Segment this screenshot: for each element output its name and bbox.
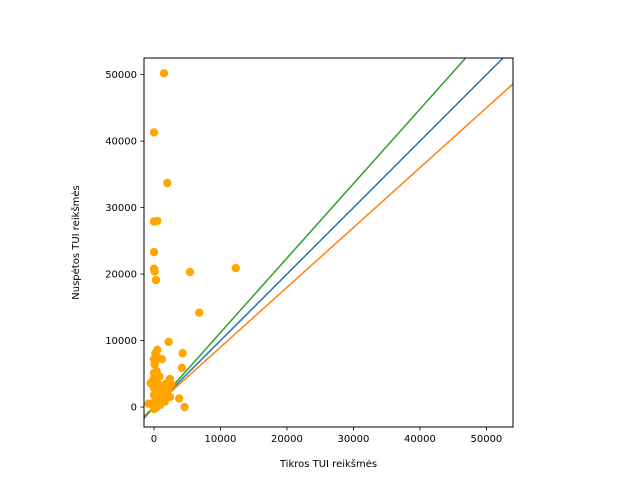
data-point	[153, 392, 162, 402]
x-tick-label: 10000	[205, 434, 237, 445]
data-point	[194, 308, 204, 317]
data-point	[150, 360, 159, 369]
x-tick-label: 50000	[470, 434, 502, 445]
y-axis-label: Nuspėtos TUI reikšmės	[70, 185, 82, 299]
plot-frame	[143, 57, 514, 428]
x-tick-label: 30000	[338, 434, 370, 445]
y-tick-label: 20000	[105, 270, 137, 281]
x-tick-label: 20000	[271, 434, 303, 445]
data-point	[155, 372, 164, 381]
data-point	[163, 178, 172, 188]
data-point	[185, 267, 195, 277]
lower-bound-line	[144, 83, 513, 417]
data-point	[231, 263, 240, 273]
y-tick-label: 50000	[105, 70, 137, 81]
data-point	[177, 363, 187, 373]
y-axis-ticks: 0 10000 20000 30000 40000 50000	[105, 70, 144, 414]
data-point	[164, 337, 173, 347]
data-point	[153, 345, 162, 355]
data-point	[151, 275, 161, 285]
x-tick-label: 0	[151, 434, 157, 445]
data-point	[149, 247, 159, 257]
upper-bound-line	[144, 58, 467, 419]
data-point	[153, 216, 162, 226]
x-tick-label: 40000	[404, 434, 436, 445]
y-tick-label: 30000	[105, 203, 137, 214]
x-axis-ticks: 0 10000 20000 30000 40000 50000	[151, 427, 502, 445]
y-tick-label: 40000	[105, 137, 137, 148]
data-point	[159, 69, 169, 78]
reference-lines	[144, 58, 513, 419]
data-point	[178, 349, 187, 358]
data-point	[163, 384, 173, 394]
identity-line	[144, 58, 505, 418]
data-point	[175, 394, 184, 403]
y-tick-label: 0	[131, 403, 137, 414]
y-tick-label: 10000	[105, 336, 137, 347]
data-point	[149, 404, 159, 414]
plot-area	[144, 58, 513, 427]
data-points	[144, 69, 240, 414]
data-point	[180, 402, 189, 412]
data-point	[155, 354, 164, 363]
data-point	[149, 128, 159, 137]
x-axis-label: Tikros TUI reikšmės	[279, 458, 377, 470]
data-point	[150, 267, 159, 276]
